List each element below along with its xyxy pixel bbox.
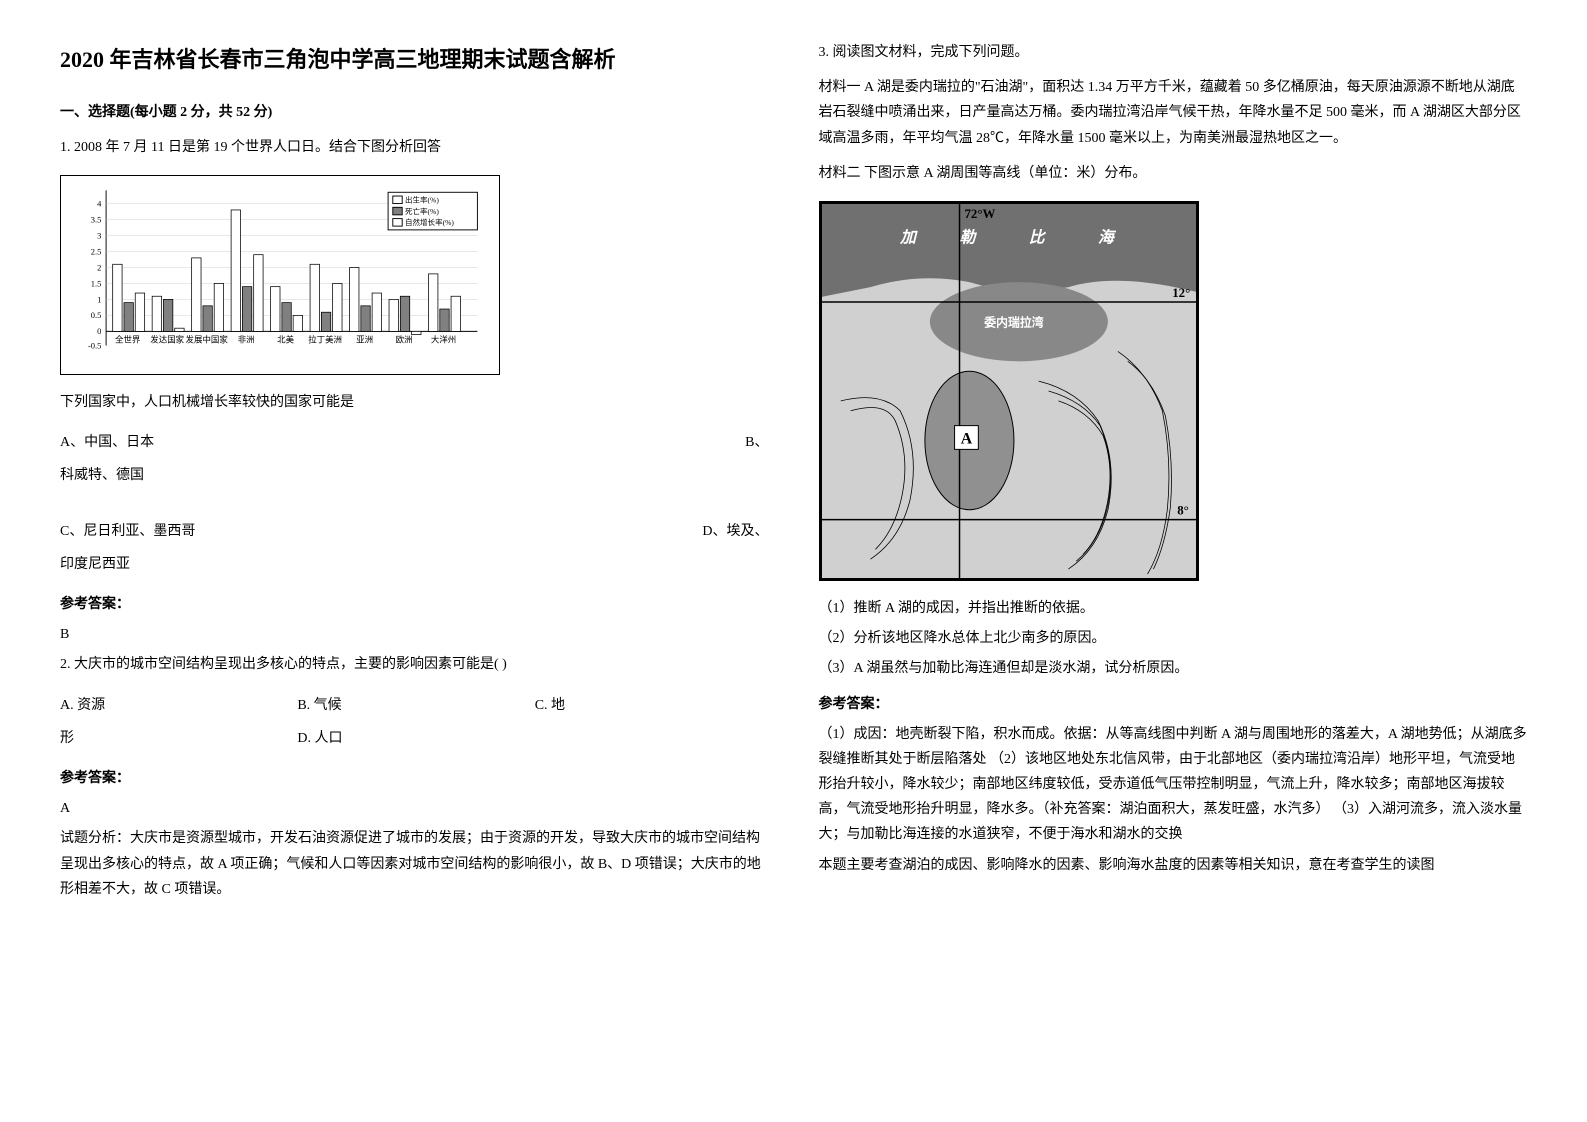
q1-option-d-prefix: D、埃及、: [702, 519, 768, 544]
svg-text:勒: 勒: [959, 229, 977, 247]
svg-text:非洲: 非洲: [238, 335, 255, 345]
q3-answer-label: 参考答案：: [819, 692, 1528, 717]
svg-text:12°: 12°: [1172, 286, 1190, 300]
svg-text:发达国家: 发达国家: [150, 335, 184, 345]
q3-material2: 材料二 下图示意 A 湖周围等高线（单位：米）分布。: [819, 161, 1528, 186]
svg-text:A: A: [960, 430, 972, 447]
q1-option-d-text: 印度尼西亚: [60, 552, 769, 577]
chart-svg: 0 0.5 1 1.5 2 2.5 3 3.5 4 -0.5: [66, 181, 494, 369]
svg-text:72°W: 72°W: [964, 207, 995, 221]
q1-option-b-prefix: B、: [745, 430, 768, 455]
svg-text:全世界: 全世界: [115, 335, 141, 345]
svg-text:1.5: 1.5: [91, 278, 102, 288]
q2-answer-label: 参考答案：: [60, 766, 769, 791]
q2-option-b: B. 气候: [297, 693, 531, 718]
svg-text:2: 2: [97, 262, 101, 272]
svg-text:亚洲: 亚洲: [356, 335, 373, 345]
q1-option-c: C、尼日利亚、墨西哥: [60, 519, 195, 544]
map-svg: 72°W 12° 8° 加 勒 比 海 委内瑞拉湾 A: [821, 203, 1197, 579]
q3-sub2: （2）分析该地区降水总体上北少南多的原因。: [819, 626, 1528, 651]
svg-text:2.5: 2.5: [91, 246, 102, 256]
svg-text:比: 比: [1028, 229, 1046, 247]
q2-prompt: 2. 大庆市的城市空间结构呈现出多核心的特点，主要的影响因素可能是( ): [60, 652, 769, 677]
document-title: 2020 年吉林省长春市三角泡中学高三地理期末试题含解析: [60, 40, 769, 80]
q2-option-c-prefix: C. 地: [535, 693, 769, 718]
q1-option-b-text: 科威特、德国: [60, 463, 769, 488]
q2-answer: A: [60, 796, 769, 821]
q1-answer: B: [60, 622, 769, 647]
q2-option-a: A. 资源: [60, 693, 294, 718]
svg-text:加: 加: [899, 229, 918, 247]
left-column: 2020 年吉林省长春市三角泡中学高三地理期末试题含解析 一、选择题(每小题 2…: [60, 40, 769, 907]
q1-prompt: 1. 2008 年 7 月 11 日是第 19 个世界人口日。结合下图分析回答: [60, 135, 769, 160]
q3-sub1: （1）推断 A 湖的成因，并指出推断的依据。: [819, 596, 1528, 621]
svg-text:委内瑞拉湾: 委内瑞拉湾: [983, 316, 1043, 330]
q1-option-a: A、中国、日本: [60, 430, 154, 455]
q3-sub3: （3）A 湖虽然与加勒比海连通但却是淡水湖，试分析原因。: [819, 656, 1528, 681]
svg-text:发展中国家: 发展中国家: [186, 335, 229, 345]
svg-text:8°: 8°: [1177, 504, 1189, 518]
svg-text:3: 3: [97, 230, 101, 240]
svg-text:欧洲: 欧洲: [396, 335, 413, 345]
q3-analysis: 本题主要考查湖泊的成因、影响降水的因素、影响海水盐度的因素等相关知识，意在考查学…: [819, 853, 1528, 878]
contour-map: 72°W 12° 8° 加 勒 比 海 委内瑞拉湾 A: [819, 201, 1199, 581]
q2-options: A. 资源 B. 气候 C. 地 形 D. 人口: [60, 693, 769, 751]
svg-text:北美: 北美: [277, 335, 294, 345]
svg-text:自然增长率(%): 自然增长率(%): [405, 217, 454, 227]
svg-text:1: 1: [97, 294, 101, 304]
svg-text:死亡率(%): 死亡率(%): [405, 206, 439, 216]
q2-option-d: D. 人口: [297, 726, 531, 751]
svg-text:拉丁美洲: 拉丁美洲: [308, 335, 342, 345]
q3-prompt: 3. 阅读图文材料，完成下列问题。: [819, 40, 1528, 65]
q3-answer1: （1）成因：地壳断裂下陷，积水而成。依据：从等高线图中判断 A 湖与周围地形的落…: [819, 722, 1528, 848]
svg-text:4: 4: [97, 198, 102, 208]
svg-text:0: 0: [97, 326, 101, 336]
svg-text:-0.5: -0.5: [88, 340, 101, 350]
q1-sub: 下列国家中，人口机械增长率较快的国家可能是: [60, 390, 769, 415]
right-column: 3. 阅读图文材料，完成下列问题。 材料一 A 湖是委内瑞拉的"石油湖"，面积达…: [819, 40, 1528, 907]
q2-analysis: 试题分析：大庆市是资源型城市，开发石油资源促进了城市的发展；由于资源的开发，导致…: [60, 826, 769, 902]
bar-chart: 0 0.5 1 1.5 2 2.5 3 3.5 4 -0.5: [60, 175, 500, 375]
svg-text:0.5: 0.5: [91, 310, 102, 320]
q1-options: A、中国、日本 B、 科威特、德国 C、尼日利亚、墨西哥 D、埃及、 印度尼西亚: [60, 430, 769, 577]
svg-text:3.5: 3.5: [91, 214, 102, 224]
section-header: 一、选择题(每小题 2 分，共 52 分): [60, 100, 769, 125]
q2-option-c-suffix: 形: [60, 726, 294, 751]
q1-answer-label: 参考答案：: [60, 592, 769, 617]
q3-material1: 材料一 A 湖是委内瑞拉的"石油湖"，面积达 1.34 万平方千米，蕴藏着 50…: [819, 75, 1528, 151]
svg-text:大洋州: 大洋州: [431, 335, 456, 345]
svg-text:出生率(%): 出生率(%): [405, 195, 439, 205]
